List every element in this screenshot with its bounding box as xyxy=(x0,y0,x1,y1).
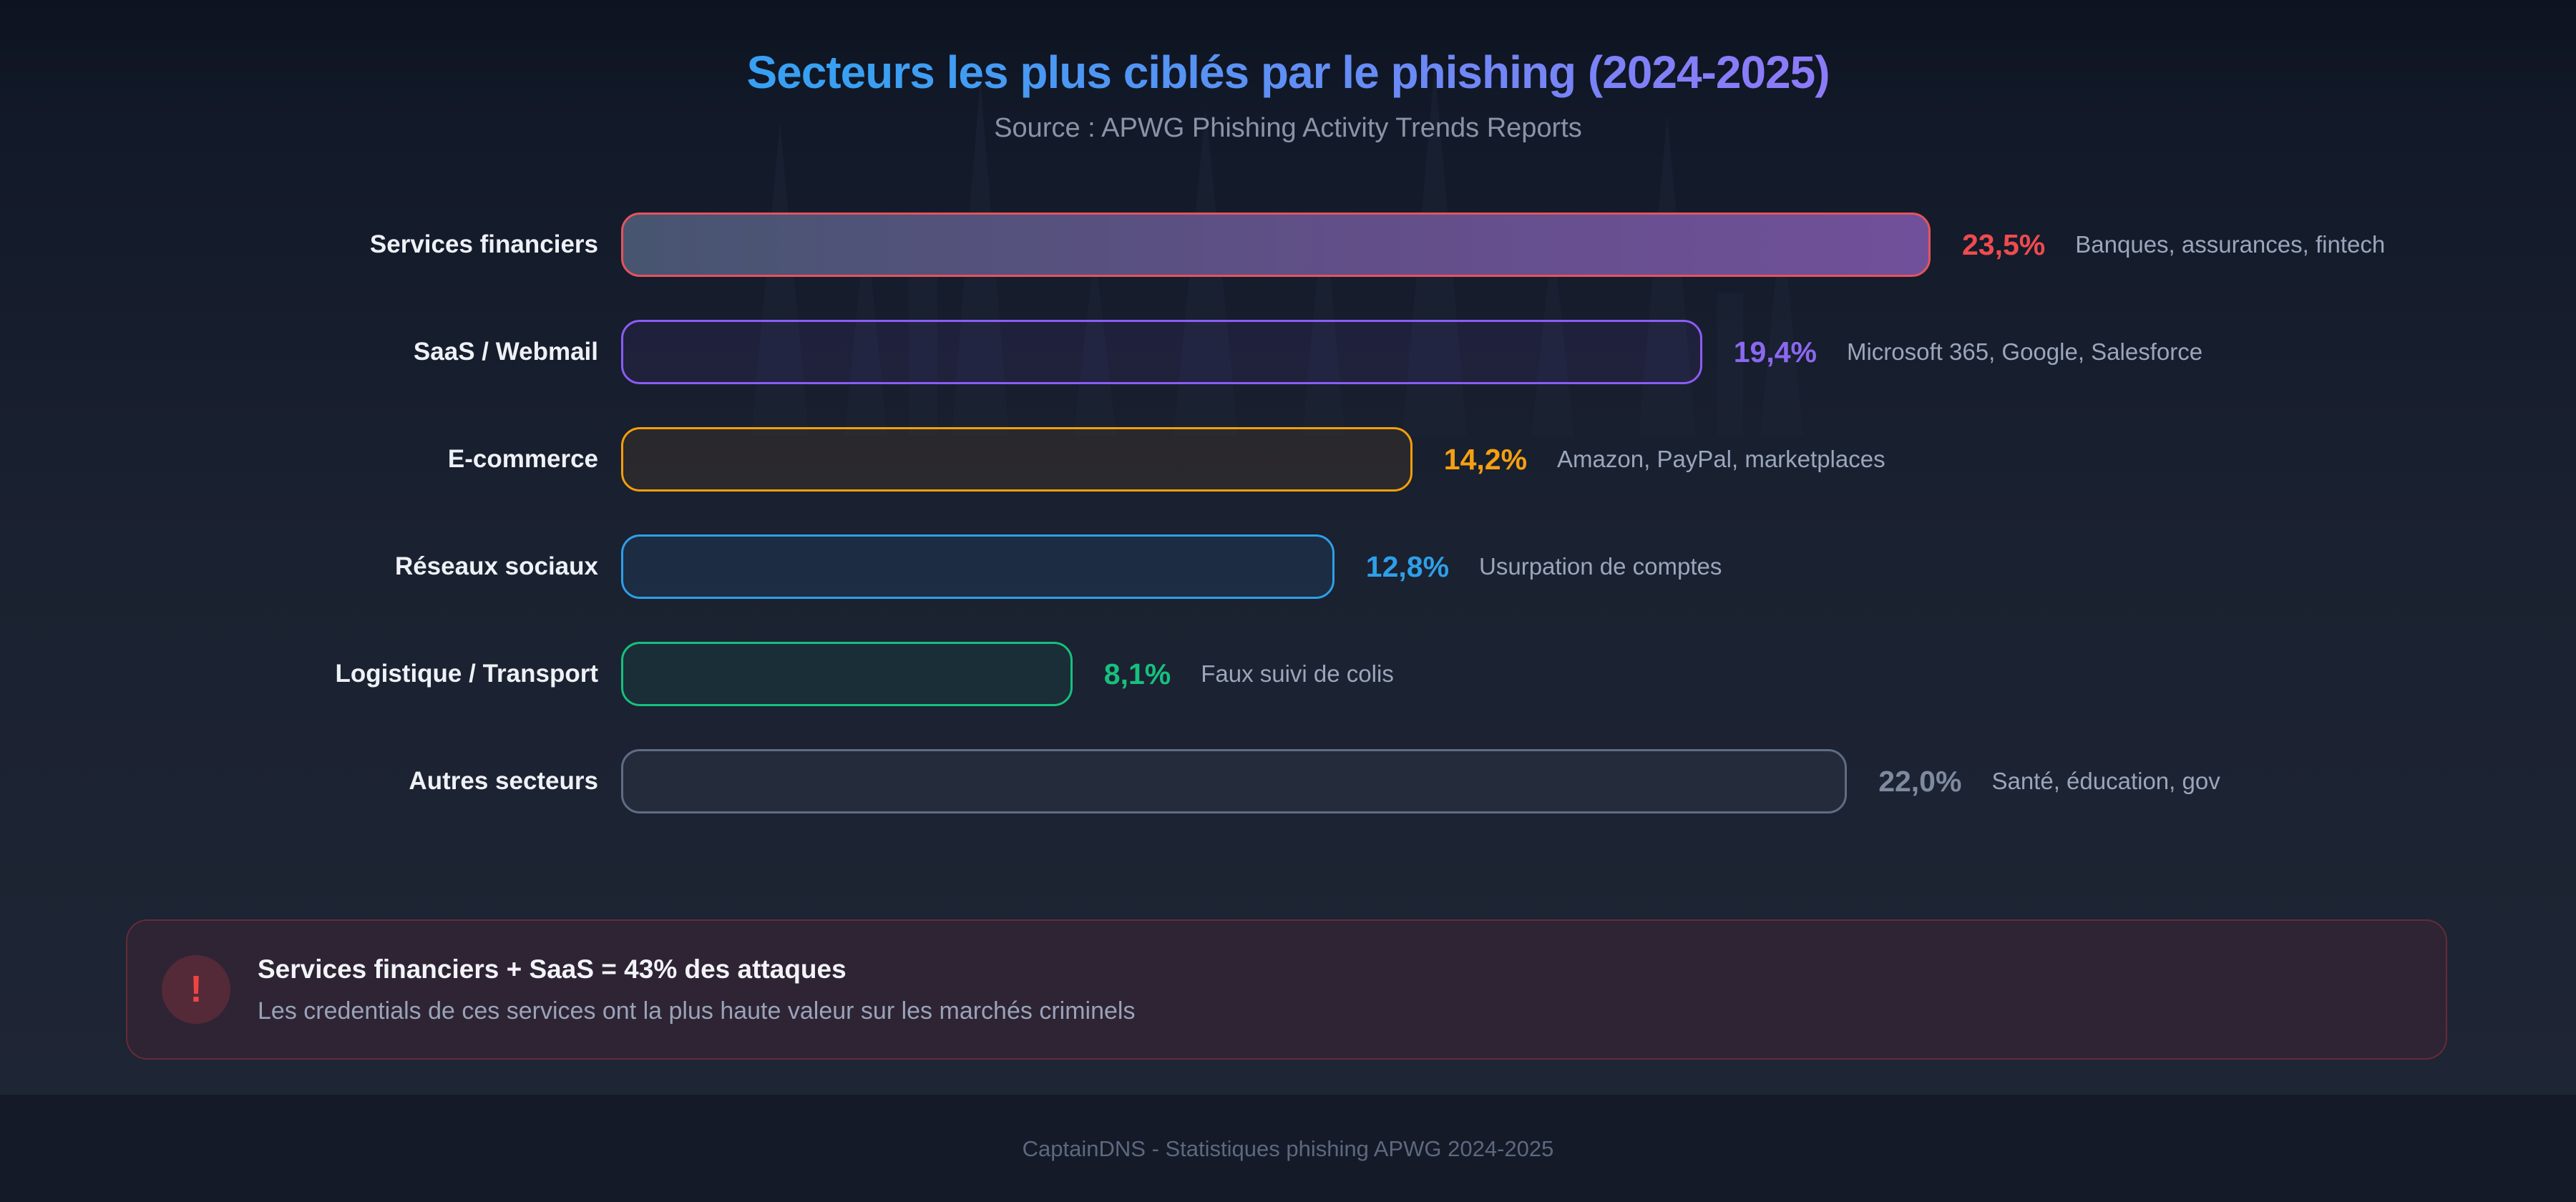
bar-value: 22,0% xyxy=(1878,764,1962,798)
bar-description: Faux suivi de colis xyxy=(1201,660,1394,687)
callout-title: Services financiers + SaaS = 43% des att… xyxy=(258,954,847,984)
exclamation-icon: ! xyxy=(162,955,230,1024)
callout-body: Les credentials de ces services ont la p… xyxy=(258,997,1136,1025)
footer-band: CaptainDNS - Statistiques phishing APWG … xyxy=(0,1095,2576,1202)
bar xyxy=(621,320,1702,384)
bar-row: SaaS / Webmail 19,4% Microsoft 365, Goog… xyxy=(0,298,2576,406)
bar xyxy=(621,749,1848,813)
bar-row: Autres secteurs 22,0% Santé, éducation, … xyxy=(0,728,2576,835)
bar-row: E-commerce 14,2% Amazon, PayPal, marketp… xyxy=(0,406,2576,513)
bar-label: SaaS / Webmail xyxy=(413,338,598,366)
bar-value: 19,4% xyxy=(1733,335,1817,368)
bar-row: Réseaux sociaux 12,8% Usurpation de comp… xyxy=(0,513,2576,620)
bar-row: Logistique / Transport 8,1% Faux suivi d… xyxy=(0,620,2576,728)
bar-value: 23,5% xyxy=(1962,228,2046,261)
bar-description: Microsoft 365, Google, Salesforce xyxy=(1846,338,2203,365)
callout-content: Services financiers + SaaS = 43% des att… xyxy=(258,954,1135,1025)
page-subtitle: Source : APWG Phishing Activity Trends R… xyxy=(994,113,1582,143)
chart-header: Secteurs les plus ciblés par le phishing… xyxy=(0,0,2576,144)
bar-label: E-commerce xyxy=(447,445,598,473)
bar-label: Services financiers xyxy=(369,230,598,258)
bar-label: Autres secteurs xyxy=(409,767,598,795)
bar-description: Banques, assurances, fintech xyxy=(2075,231,2386,258)
bar-label: Logistique / Transport xyxy=(335,660,598,688)
bar xyxy=(621,212,1931,277)
warning-callout: ! Services financiers + SaaS = 43% des a… xyxy=(126,919,2447,1060)
bar-value: 14,2% xyxy=(1443,442,1528,476)
bar xyxy=(621,642,1073,706)
bar-value: 8,1% xyxy=(1103,657,1171,690)
footer-text: CaptainDNS - Statistiques phishing APWG … xyxy=(1022,1136,1554,1161)
bar xyxy=(621,427,1413,492)
page-title: Secteurs les plus ciblés par le phishing… xyxy=(746,47,1830,98)
bar-description: Santé, éducation, gov xyxy=(1991,768,2220,794)
bar-chart: Services financiers 23,5% Banques, assur… xyxy=(0,191,2576,835)
bar xyxy=(621,534,1335,599)
bar-row: Services financiers 23,5% Banques, assur… xyxy=(0,191,2576,298)
bar-description: Amazon, PayPal, marketplaces xyxy=(1557,446,1885,472)
bar-description: Usurpation de comptes xyxy=(1479,553,1722,580)
bar-label: Réseaux sociaux xyxy=(394,552,598,580)
bar-value: 12,8% xyxy=(1365,549,1450,583)
